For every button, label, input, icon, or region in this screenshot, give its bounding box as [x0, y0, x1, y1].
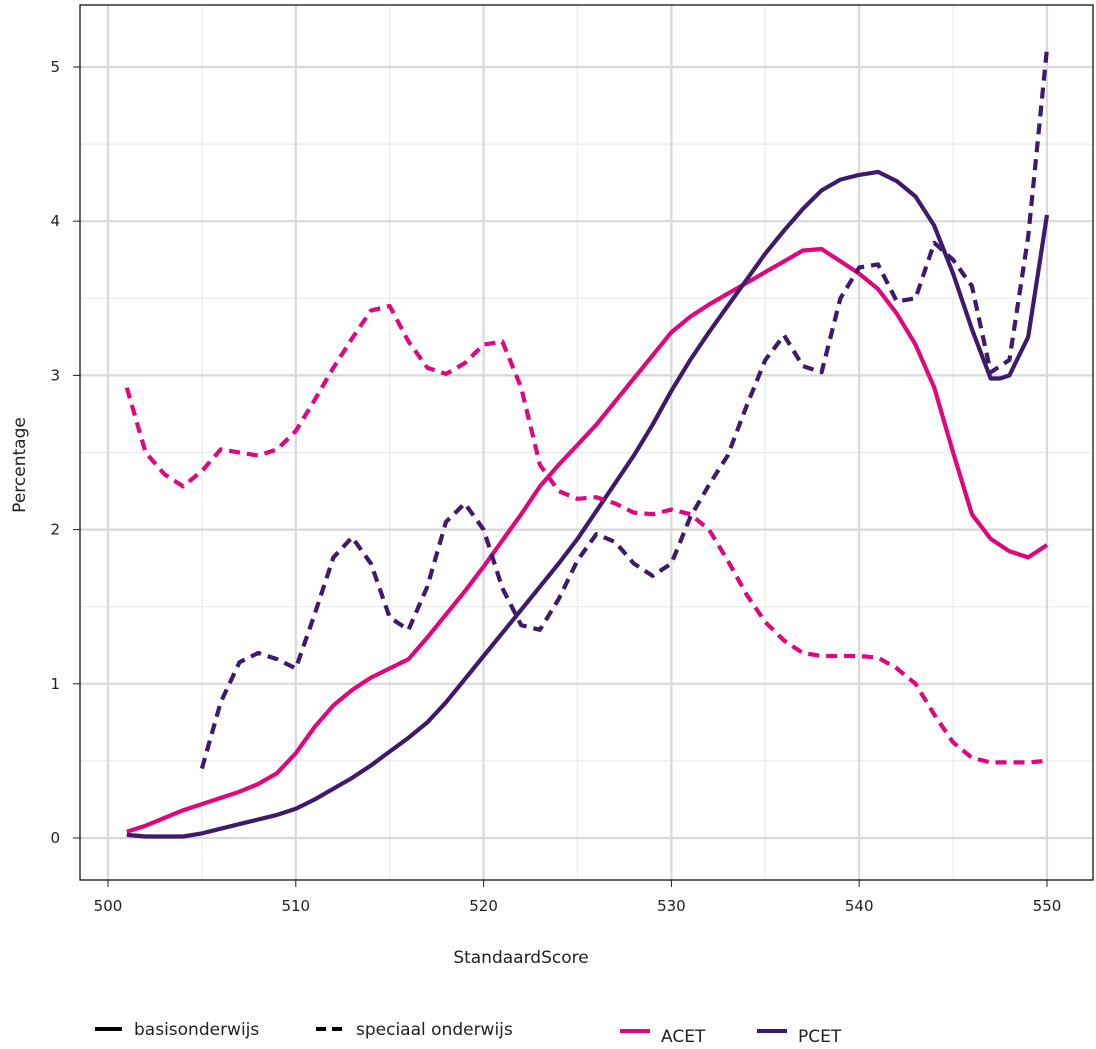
x-tick-label: 540 — [845, 897, 874, 915]
x-tick-label: 510 — [281, 897, 310, 915]
y-axis-title: Percentage — [10, 417, 30, 513]
x-tick-label: 550 — [1033, 897, 1062, 915]
legend-label-basisonderwijs: basisonderwijs — [134, 1020, 259, 1040]
legend-label-acet: ACET — [661, 1027, 706, 1047]
x-axis-title: StandaardScore — [453, 948, 588, 968]
x-tick-label: 530 — [657, 897, 686, 915]
axes: 500 510 520 530 540 550 0 1 2 3 4 5 — [50, 58, 1061, 915]
y-tick-label: 0 — [50, 829, 60, 847]
x-tick-label: 500 — [94, 897, 123, 915]
y-tick-label: 3 — [50, 366, 60, 384]
x-tick-label: 520 — [469, 897, 498, 915]
y-tick-label: 5 — [50, 58, 60, 76]
legend-label-speciaal-onderwijs: speciaal onderwijs — [356, 1020, 513, 1040]
series-lines — [124, 48, 1050, 839]
legend: basisonderwijs speciaal onderwijs ACET P… — [95, 1020, 842, 1047]
series-line-acet-solid — [126, 246, 1049, 834]
series-line-pcet-dashed — [199, 48, 1050, 770]
grid — [80, 5, 1093, 880]
y-tick-label: 1 — [50, 675, 60, 693]
y-tick-label: 2 — [50, 521, 60, 539]
series-line-pcet-solid — [126, 169, 1050, 839]
y-tick-label: 4 — [50, 212, 60, 230]
legend-label-pcet: PCET — [798, 1027, 842, 1047]
plot-panel-border — [79, 4, 1094, 881]
